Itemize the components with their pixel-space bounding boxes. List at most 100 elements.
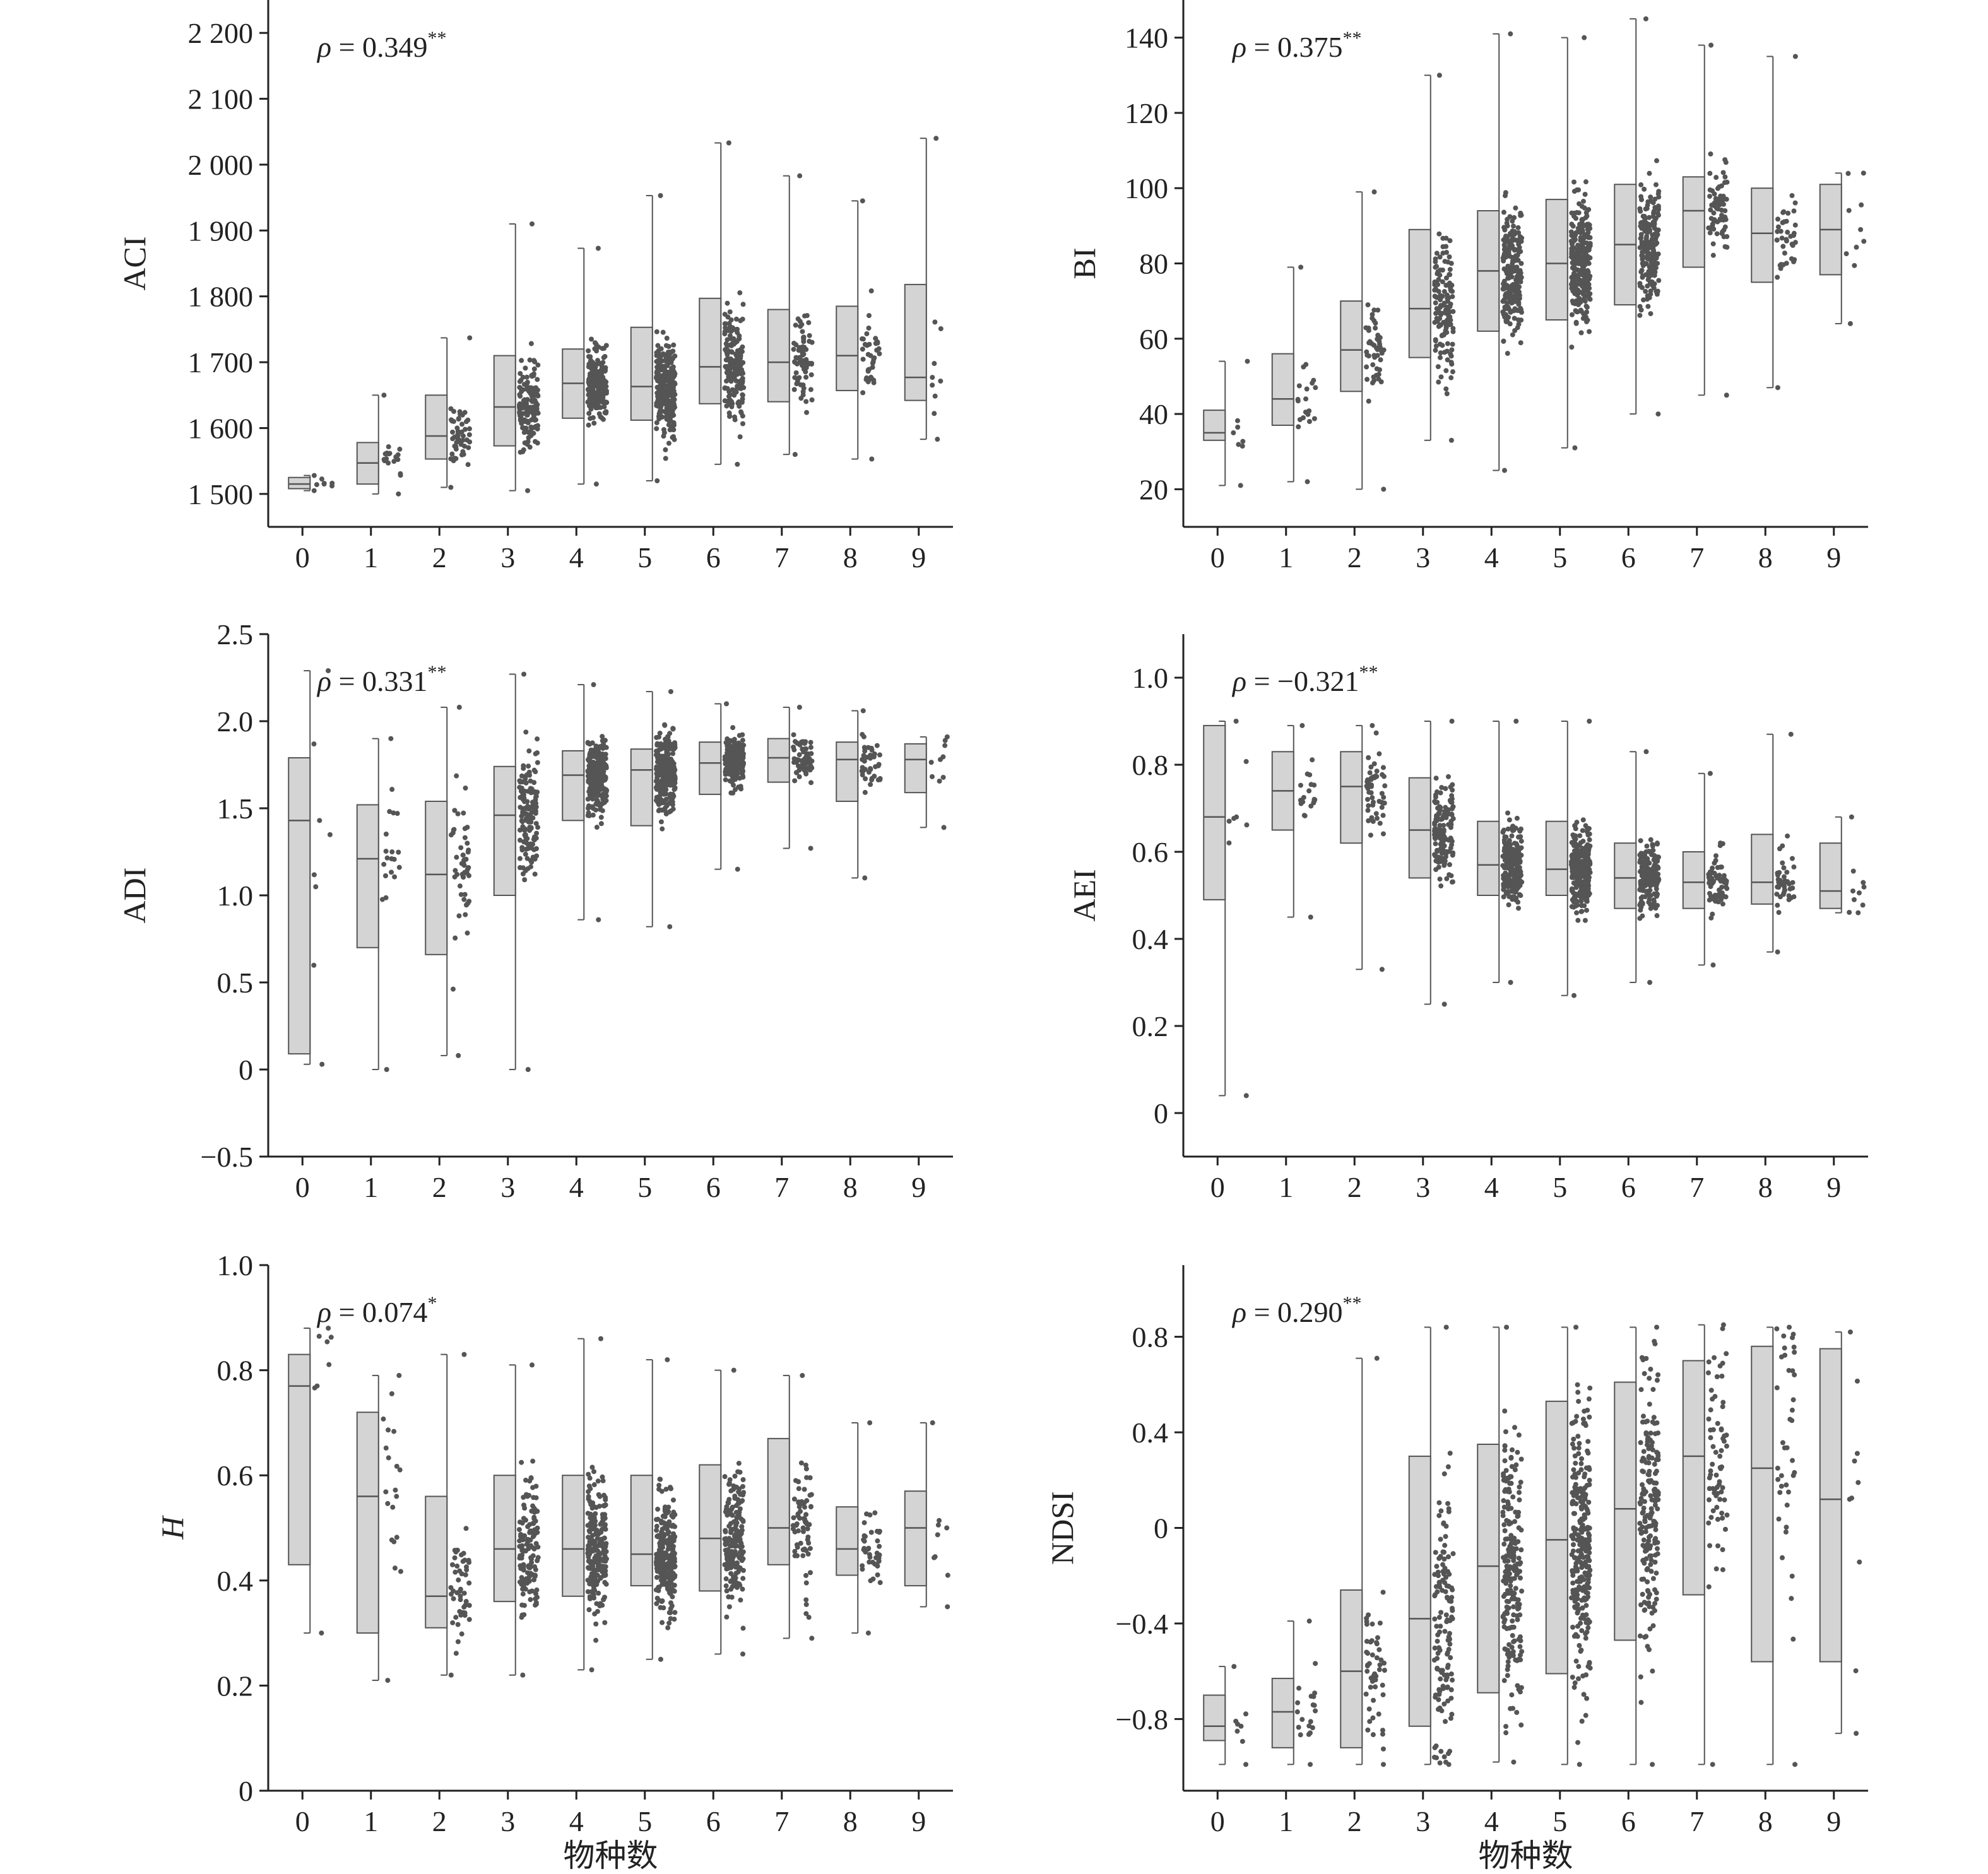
data-point <box>733 340 738 345</box>
data-point <box>867 313 872 318</box>
data-point <box>796 758 802 763</box>
data-point <box>860 390 865 395</box>
data-point <box>531 1495 536 1500</box>
data-point <box>533 1603 538 1608</box>
data-point <box>1638 304 1643 309</box>
data-point <box>1780 244 1785 249</box>
data-point <box>735 867 740 872</box>
data-point <box>801 392 806 398</box>
data-point <box>935 437 940 442</box>
data-point <box>1370 315 1375 321</box>
data-point <box>737 386 742 391</box>
data-point <box>792 387 797 392</box>
data-point <box>673 775 678 780</box>
data-point <box>587 1529 592 1535</box>
data-point <box>453 875 458 880</box>
data-point <box>1573 834 1578 839</box>
x-tick-label: 6 <box>706 1171 721 1203</box>
data-point <box>657 794 662 799</box>
significance-mark: ** <box>428 662 447 683</box>
data-point <box>467 439 472 444</box>
data-point <box>861 753 867 758</box>
data-point <box>1514 264 1519 269</box>
data-point <box>1515 816 1520 821</box>
data-point <box>1573 892 1578 897</box>
points-0 <box>312 1326 334 1635</box>
data-point <box>1645 293 1650 298</box>
data-point <box>803 746 808 751</box>
box-7 <box>768 707 790 849</box>
x-tick-label: 5 <box>637 541 652 574</box>
data-point <box>870 748 875 753</box>
data-point <box>597 411 602 416</box>
data-point <box>1377 342 1382 347</box>
x-tick-label: 4 <box>569 1171 584 1203</box>
data-point <box>654 767 659 772</box>
data-point <box>457 705 462 710</box>
y-tick-label: 1 500 <box>188 478 254 510</box>
data-point <box>1518 893 1523 898</box>
data-point <box>396 1373 401 1378</box>
box-iqr <box>1614 843 1636 909</box>
data-point <box>1574 910 1579 916</box>
data-point <box>1584 908 1589 913</box>
data-point <box>1369 775 1374 781</box>
data-point <box>728 392 733 398</box>
data-point <box>1435 817 1440 822</box>
data-point <box>654 478 660 483</box>
points-2 <box>448 1352 471 1678</box>
data-point <box>528 425 533 430</box>
data-point <box>1378 357 1383 362</box>
data-point <box>806 320 811 325</box>
data-point <box>1513 719 1518 724</box>
data-point <box>670 356 675 361</box>
x-tick-label: 4 <box>1484 1171 1499 1203</box>
data-point <box>655 343 660 348</box>
data-point <box>866 352 871 357</box>
data-point <box>326 668 331 673</box>
points-7 <box>791 705 814 851</box>
data-point <box>535 825 540 830</box>
points-2 <box>1364 723 1388 972</box>
data-point <box>596 917 601 922</box>
data-point <box>1515 843 1520 848</box>
data-point <box>738 368 743 374</box>
data-point <box>1648 311 1653 316</box>
data-point <box>1637 313 1642 318</box>
data-point <box>1710 188 1715 193</box>
x-tick-label: 2 <box>432 541 447 574</box>
data-point <box>1381 765 1386 770</box>
data-point <box>797 774 802 779</box>
data-point <box>658 193 663 198</box>
box-iqr <box>1477 822 1499 895</box>
box-1 <box>1272 726 1294 917</box>
data-point <box>1577 300 1582 305</box>
data-point <box>733 417 738 422</box>
data-point <box>593 382 598 387</box>
data-point <box>595 825 600 830</box>
data-point <box>1724 886 1729 891</box>
data-point <box>1371 799 1376 804</box>
data-point <box>1583 823 1589 828</box>
data-point <box>529 341 534 346</box>
data-point <box>1719 208 1724 213</box>
rho-symbol: ρ <box>316 31 331 63</box>
data-point <box>1433 265 1438 270</box>
data-point <box>461 1352 466 1357</box>
data-point <box>528 405 533 410</box>
data-point <box>1517 828 1522 833</box>
data-point <box>1432 320 1437 325</box>
points-4 <box>585 682 609 922</box>
data-point <box>1775 238 1780 243</box>
data-point <box>467 1617 472 1622</box>
box-iqr <box>1751 834 1773 904</box>
data-point <box>594 1560 599 1565</box>
data-point <box>1847 208 1852 213</box>
data-point <box>1450 804 1455 810</box>
significance-mark: ** <box>1343 28 1362 49</box>
x-tick-label: 9 <box>1826 541 1841 574</box>
data-point <box>1365 797 1370 802</box>
data-point <box>1501 286 1506 292</box>
box-iqr <box>1751 188 1773 282</box>
data-point <box>452 435 457 440</box>
